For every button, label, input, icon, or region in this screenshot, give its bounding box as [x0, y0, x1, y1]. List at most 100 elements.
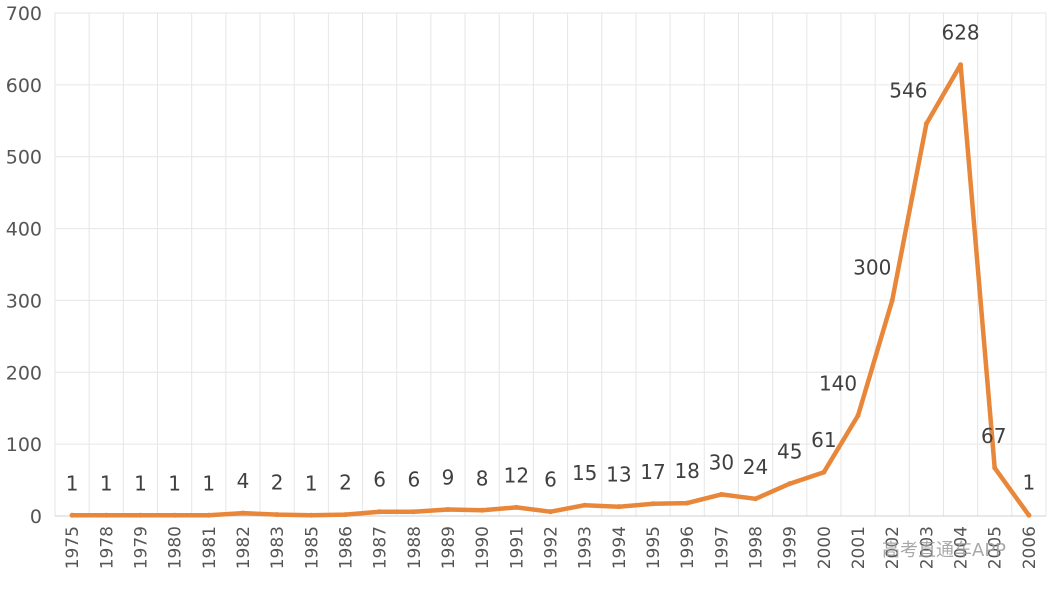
data-label: 12	[504, 463, 529, 487]
data-label: 8	[476, 466, 489, 490]
data-point	[172, 512, 178, 518]
data-label: 2	[271, 471, 284, 495]
data-label: 300	[853, 255, 891, 279]
x-tick-label: 2001	[849, 526, 869, 569]
x-tick-label: 1991	[507, 526, 527, 569]
y-tick-label: 200	[6, 362, 42, 384]
data-point	[69, 512, 75, 518]
data-point	[479, 507, 485, 513]
data-point	[274, 512, 280, 518]
data-label: 4	[237, 469, 250, 493]
x-tick-label: 1986	[336, 526, 356, 569]
data-point	[377, 509, 383, 515]
x-tick-label: 1990	[473, 526, 493, 569]
data-point	[582, 502, 588, 508]
data-point	[308, 512, 314, 518]
x-tick-label: 1998	[747, 526, 767, 569]
data-label: 13	[606, 463, 631, 487]
x-tick-label: 1982	[234, 526, 254, 569]
series-line	[69, 62, 1032, 518]
data-point	[684, 500, 690, 506]
x-tick-label: 1981	[200, 526, 220, 569]
data-label: 9	[442, 466, 455, 490]
x-tick-label: 1996	[678, 526, 698, 569]
data-label: 1	[134, 471, 147, 495]
x-tick-label: 2003	[917, 526, 937, 569]
data-label: 2	[339, 471, 352, 495]
data-label: 61	[811, 428, 836, 452]
data-label: 24	[743, 455, 768, 479]
data-point	[958, 62, 964, 68]
data-point	[342, 512, 348, 518]
data-label: 1	[168, 471, 181, 495]
x-tick-label: 1975	[63, 526, 83, 569]
data-point	[753, 496, 759, 502]
data-label: 1	[1023, 470, 1036, 494]
x-tick-label: 1983	[268, 526, 288, 569]
data-point	[855, 412, 861, 418]
x-tick-label: 1978	[97, 526, 117, 569]
data-label: 30	[709, 450, 734, 474]
data-label: 1	[100, 471, 113, 495]
data-label: 6	[373, 468, 386, 492]
data-label: 6	[544, 468, 557, 492]
data-label: 546	[889, 79, 927, 103]
data-label: 6	[407, 468, 420, 492]
data-point	[240, 510, 246, 516]
data-point	[513, 504, 519, 510]
data-point	[411, 509, 417, 515]
data-point	[206, 512, 212, 518]
data-label: 1	[66, 471, 79, 495]
data-point	[718, 491, 724, 497]
x-tick-label: 1987	[371, 526, 391, 569]
x-tick-label: 1988	[405, 526, 425, 569]
data-point	[923, 121, 929, 127]
data-point	[137, 512, 143, 518]
watermark-text: 高考直通车APP	[882, 540, 1006, 561]
data-point	[821, 469, 827, 475]
y-tick-label: 100	[6, 434, 42, 456]
y-tick-label: 0	[30, 506, 42, 528]
y-tick-label: 300	[6, 290, 42, 312]
x-axis: 1975 1978 1979 1980 1981 1982 1983 1985 1986 1987…	[55, 515, 1046, 569]
x-tick-label: 1994	[610, 526, 630, 569]
x-tick-label: 2005	[986, 526, 1006, 569]
x-tick-label: 1989	[439, 526, 459, 569]
data-label: 140	[819, 371, 857, 395]
x-tick-label: 1992	[542, 526, 562, 569]
data-point	[445, 507, 451, 513]
y-tick-label: 400	[6, 219, 42, 241]
data-label: 17	[640, 460, 665, 484]
data-label: 67	[981, 424, 1006, 448]
x-tick-label: 1979	[131, 526, 151, 569]
grid-lines	[54, 12, 1047, 517]
x-tick-label: 2006	[1020, 526, 1040, 569]
data-point	[889, 297, 895, 303]
x-tick-label: 1995	[644, 526, 664, 569]
data-point	[548, 509, 553, 515]
x-tick-label: 2002	[883, 526, 903, 569]
data-point	[650, 501, 656, 507]
x-tick-label: 1993	[576, 526, 596, 569]
data-point	[992, 465, 998, 471]
data-label: 15	[572, 461, 597, 485]
data-label: 1	[305, 471, 318, 495]
data-label: 18	[674, 459, 699, 483]
x-tick-label: 2000	[815, 526, 835, 569]
data-point	[616, 504, 622, 510]
x-tick-label: 1999	[781, 526, 801, 569]
x-tick-label: 1980	[166, 526, 186, 569]
y-tick-label: 600	[6, 75, 42, 97]
data-label: 45	[777, 440, 802, 464]
x-tick-label: 1985	[302, 526, 322, 569]
data-point	[103, 512, 109, 518]
y-tick-label: 500	[6, 147, 42, 169]
x-tick-label: 1997	[712, 526, 732, 569]
data-label: 1	[202, 471, 215, 495]
x-tick-label: 2004	[952, 526, 972, 569]
y-axis: 0 100 200 300 400 500 600 700	[6, 3, 42, 528]
data-label: 628	[941, 21, 979, 45]
series-polyline	[69, 62, 1032, 518]
